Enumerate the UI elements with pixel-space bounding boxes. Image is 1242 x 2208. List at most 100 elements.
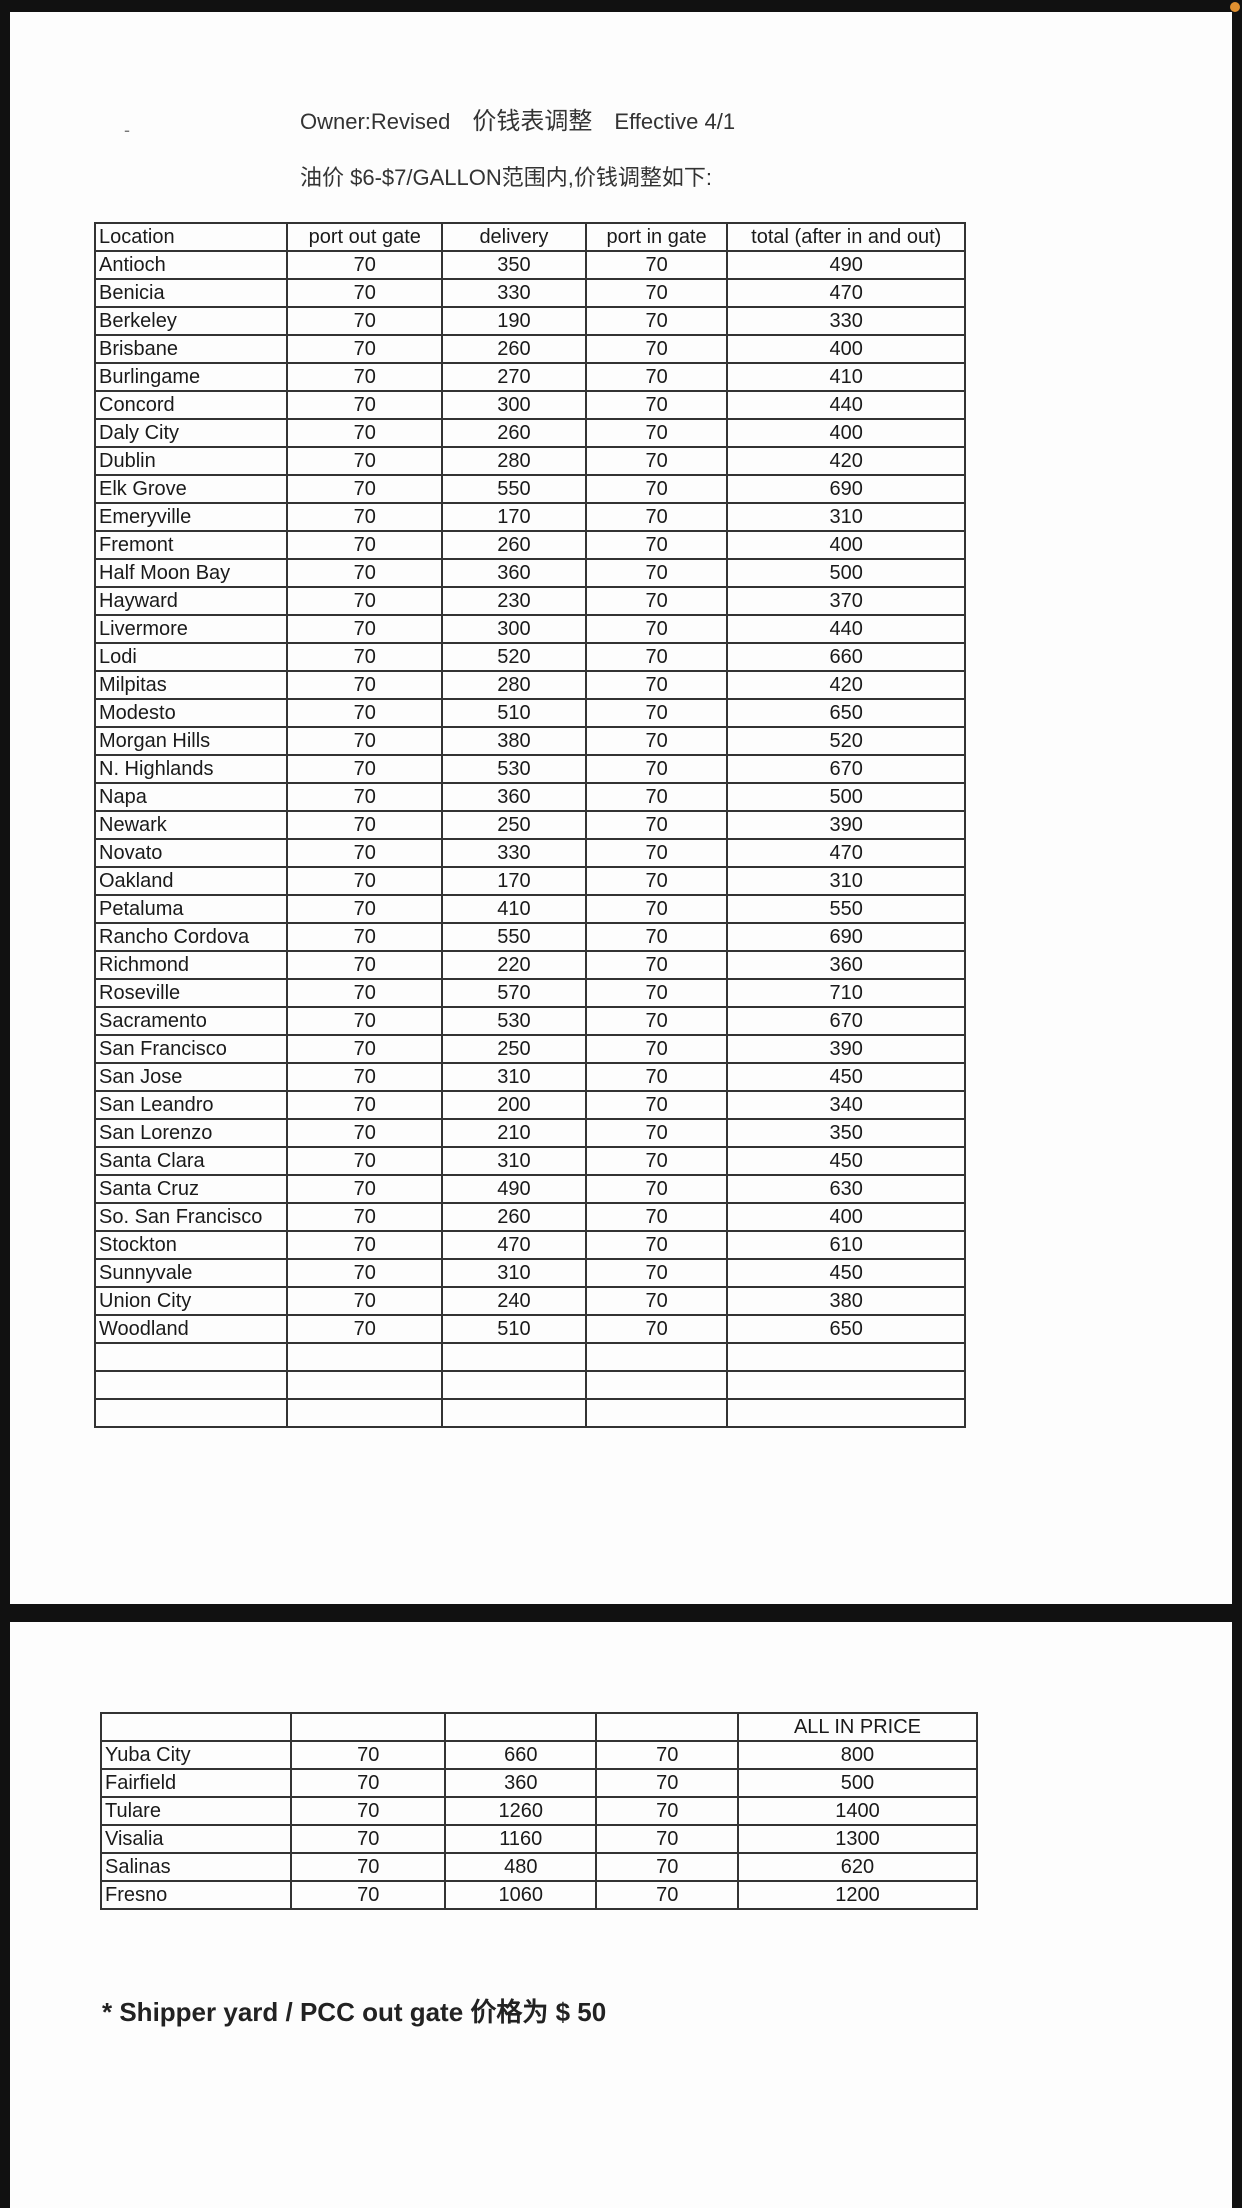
owner-label: Owner:Revised (300, 109, 451, 134)
price-cell: 380 (441, 726, 587, 756)
price-cell: 70 (595, 1740, 739, 1770)
column-header: ALL IN PRICE (736, 1712, 979, 1742)
location-cell: Rancho Cordova (93, 922, 289, 952)
price-cell: 70 (584, 1090, 729, 1120)
price-cell: 70 (584, 502, 729, 532)
price-cell: 70 (286, 950, 444, 980)
location-cell: Santa Clara (93, 1146, 289, 1176)
price-cell: 510 (441, 698, 587, 728)
table-row: Fremont 70 260 70 400 (93, 530, 966, 560)
location-cell: Fremont (93, 530, 289, 560)
table-row: Sunnyvale 70 310 70 450 (93, 1258, 966, 1288)
price-cell: 70 (584, 474, 729, 504)
price-cell: 70 (584, 530, 729, 560)
column-header (99, 1712, 293, 1742)
price-cell: 70 (286, 362, 444, 392)
price-cell: 380 (726, 1286, 966, 1316)
price-cell: 500 (726, 782, 966, 812)
price-cell: 470 (441, 1230, 587, 1260)
price-cell: 550 (441, 922, 587, 952)
price-cell: 70 (584, 1202, 729, 1232)
price-cell (584, 1342, 729, 1372)
location-cell: N. Highlands (93, 754, 289, 784)
column-header: port in gate (584, 222, 729, 252)
table-row: N. Highlands 70 530 70 670 (93, 754, 966, 784)
price-cell (726, 1370, 966, 1400)
table-header-row: ALL IN PRICE (99, 1712, 979, 1742)
price-cell: 70 (286, 446, 444, 476)
price-cell: 70 (584, 810, 729, 840)
price-cell: 70 (584, 1146, 729, 1176)
marker: - (124, 120, 130, 140)
location-cell: Berkeley (93, 306, 289, 336)
location-cell: Santa Cruz (93, 1174, 289, 1204)
table-row: Visalia 70 1160 70 1300 (99, 1824, 979, 1854)
location-cell: Roseville (93, 978, 289, 1008)
price-cell: 70 (286, 810, 444, 840)
column-header (290, 1712, 447, 1742)
price-cell: 70 (584, 1118, 729, 1148)
table-row (93, 1398, 966, 1428)
column-header (595, 1712, 739, 1742)
location-cell: Woodland (93, 1314, 289, 1344)
price-cell (584, 1398, 729, 1428)
price-cell: 70 (584, 754, 729, 784)
table-row: So. San Francisco 70 260 70 400 (93, 1202, 966, 1232)
column-header: total (after in and out) (726, 222, 966, 252)
price-cell: 400 (726, 530, 966, 560)
price-cell: 70 (584, 334, 729, 364)
price-cell: 280 (441, 670, 587, 700)
location-cell: Morgan Hills (93, 726, 289, 756)
price-cell: 330 (441, 838, 587, 868)
price-cell: 70 (584, 922, 729, 952)
table-row: Novato 70 330 70 470 (93, 838, 966, 868)
price-cell (726, 1342, 966, 1372)
price-cell: 1300 (736, 1824, 979, 1854)
price-cell: 280 (441, 446, 587, 476)
location-cell (93, 1342, 289, 1372)
price-cell: 310 (441, 1146, 587, 1176)
price-cell: 550 (441, 474, 587, 504)
price-cell: 70 (286, 1286, 444, 1316)
table-row: Santa Cruz 70 490 70 630 (93, 1174, 966, 1204)
price-cell: 450 (726, 1258, 966, 1288)
price-cell: 360 (726, 950, 966, 980)
price-cell: 670 (726, 754, 966, 784)
price-cell: 70 (584, 614, 729, 644)
price-cell: 70 (584, 558, 729, 588)
location-cell: San Jose (93, 1062, 289, 1092)
table-row: Brisbane 70 260 70 400 (93, 334, 966, 364)
price-cell: 70 (286, 726, 444, 756)
location-cell: Yuba City (99, 1740, 293, 1770)
location-cell: Livermore (93, 614, 289, 644)
price-cell: 490 (726, 250, 966, 280)
price-cell: 70 (286, 502, 444, 532)
price-cell: 1160 (444, 1824, 598, 1854)
price-cell: 300 (441, 390, 587, 420)
price-cell: 70 (286, 306, 444, 336)
price-cell: 70 (290, 1768, 447, 1798)
price-cell: 70 (286, 418, 444, 448)
location-cell: Hayward (93, 586, 289, 616)
price-cell: 70 (584, 418, 729, 448)
price-cell: 70 (286, 1062, 444, 1092)
price-cell: 70 (290, 1796, 447, 1826)
price-cell: 190 (441, 306, 587, 336)
location-cell: Emeryville (93, 502, 289, 532)
price-cell: 360 (441, 558, 587, 588)
price-cell: 70 (584, 726, 729, 756)
price-cell: 440 (726, 390, 966, 420)
footnote: * Shipper yard / PCC out gate 价格为 $ 50 (102, 1997, 607, 2027)
price-cell: 230 (441, 586, 587, 616)
price-cell: 400 (726, 1202, 966, 1232)
price-cell: 70 (290, 1880, 447, 1910)
column-header: Location (93, 222, 289, 252)
price-cell: 70 (286, 754, 444, 784)
price-cell: 650 (726, 1314, 966, 1344)
price-cell: 70 (595, 1880, 739, 1910)
price-cell: 70 (584, 698, 729, 728)
location-cell: Benicia (93, 278, 289, 308)
subtitle: 油价 $6-$7/GALLON范围内,价钱调整如下: (300, 165, 712, 190)
price-cell: 350 (726, 1118, 966, 1148)
price-cell: 420 (726, 670, 966, 700)
